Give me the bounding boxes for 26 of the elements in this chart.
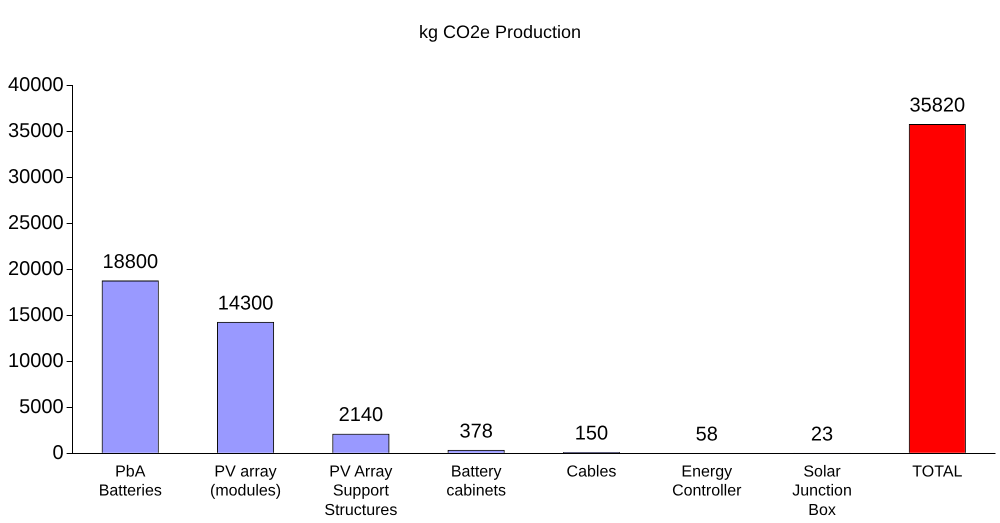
y-tick-label: 20000 xyxy=(8,258,64,280)
data-label: 18800 xyxy=(102,251,158,274)
data-label: 14300 xyxy=(218,292,274,314)
y-tick-label: 25000 xyxy=(8,212,64,234)
x-tick-label: PbA Batteries xyxy=(98,463,162,500)
x-tick-label: Cables xyxy=(566,463,616,480)
y-tick-label: 30000 xyxy=(8,166,64,188)
y-tick-label: 15000 xyxy=(8,304,64,326)
x-tick-label: PV array (modules) xyxy=(210,463,282,500)
x-tick-label: Battery cabinets xyxy=(446,463,506,500)
y-tick-label: 35000 xyxy=(8,120,64,142)
y-tick-label: 10000 xyxy=(8,350,64,372)
x-tick-label: PV Array Support Structures xyxy=(324,463,398,519)
data-label: 378 xyxy=(459,420,493,442)
data-label: 23 xyxy=(810,424,834,446)
data-label: 150 xyxy=(574,422,608,445)
y-tick-label: 40000 xyxy=(8,74,64,96)
data-label: 58 xyxy=(696,423,718,446)
data-label: 2140 xyxy=(338,404,384,426)
chart-title: kg CO2e Production xyxy=(418,22,582,42)
y-tick-label: 0 xyxy=(52,442,64,464)
data-label: 35820 xyxy=(910,94,966,117)
x-tick-label: Energy Controller xyxy=(672,463,742,500)
y-tick-label: 5000 xyxy=(19,396,64,418)
x-tick-label: Solar Junction Box xyxy=(792,463,852,519)
x-tick-label: TOTAL xyxy=(912,463,962,480)
